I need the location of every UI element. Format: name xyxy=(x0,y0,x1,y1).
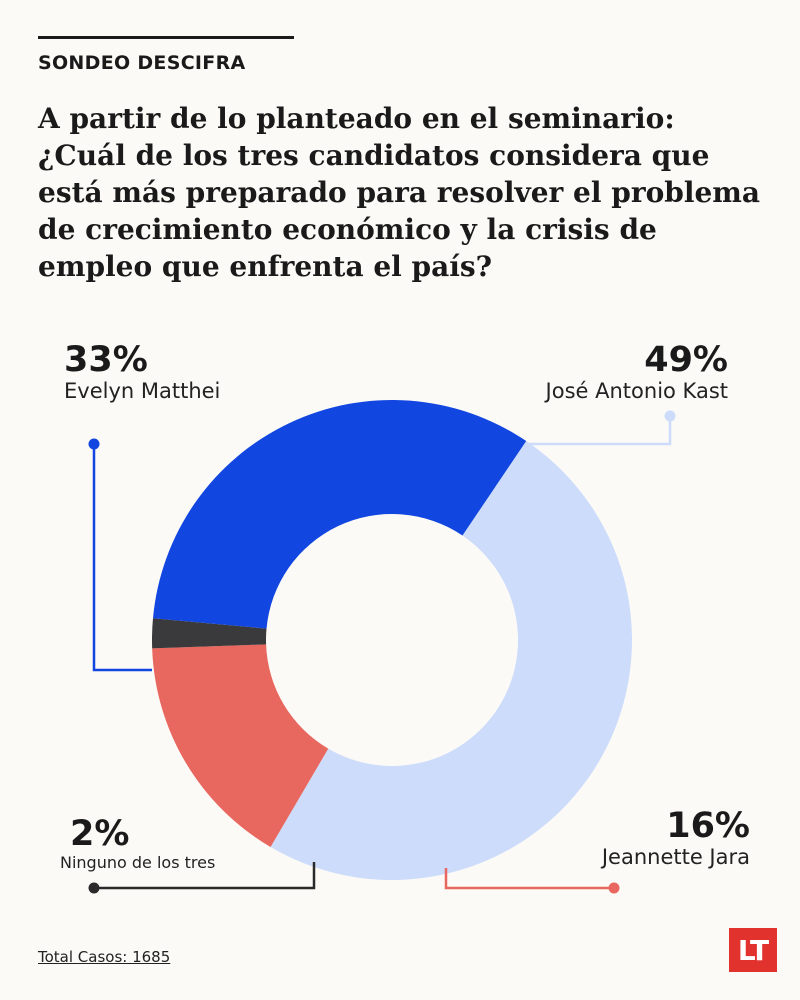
leader-jara-dot xyxy=(608,882,620,894)
total-cases: Total Casos: 1685 xyxy=(38,948,171,966)
label-name-ninguno: Ninguno de los tres xyxy=(60,853,216,872)
leader-kast-dot xyxy=(664,410,676,422)
top-rule xyxy=(38,36,294,39)
slice-matthei xyxy=(152,399,527,629)
leader-matthei xyxy=(92,444,152,672)
label-name-kast: José Antonio Kast xyxy=(545,379,728,403)
leader-matthei-dot xyxy=(88,438,100,450)
question-title: A partir de lo planteado en el seminario… xyxy=(38,102,761,283)
label-name-jara: Jeannette Jara xyxy=(601,845,750,869)
label-name-matthei: Evelyn Matthei xyxy=(64,379,221,403)
label-pct-matthei: 33% xyxy=(64,340,148,380)
leader-ninguno-dot xyxy=(88,882,100,894)
slice-jara xyxy=(152,644,329,848)
leader-jara xyxy=(444,868,614,890)
kicker: SONDEO DESCIFRA xyxy=(38,52,246,74)
label-pct-ninguno: 2% xyxy=(70,814,130,854)
label-pct-jara: 16% xyxy=(666,806,750,846)
leader-ninguno xyxy=(94,862,316,890)
leader-kast xyxy=(528,416,672,446)
slice-kast xyxy=(270,441,633,881)
label-pct-kast: 49% xyxy=(644,340,728,380)
slice-ninguno xyxy=(152,618,267,649)
la-tercera-logo: LT xyxy=(729,928,777,972)
